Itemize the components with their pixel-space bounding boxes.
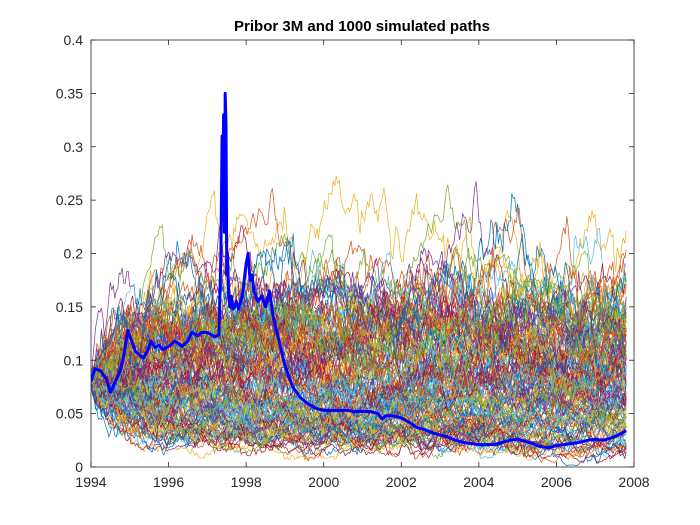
x-tick-label: 1998 <box>231 474 262 490</box>
y-tick-label: 0.4 <box>64 32 84 48</box>
simulated-path-line <box>91 291 627 385</box>
simulated-path-line <box>91 381 627 456</box>
pribor-series-group <box>91 91 627 450</box>
simulated-path-line <box>91 283 627 382</box>
simulated-path-line <box>91 353 627 412</box>
plot-area: 1994 1996 1998 2000 2002 2004 2006 2008 0 0.05 0.… <box>56 32 650 490</box>
x-tick-label: 1996 <box>153 474 184 490</box>
simulated-path-line <box>91 193 627 402</box>
y-tick-label: 0.25 <box>56 192 83 208</box>
simulated-path-line <box>91 381 627 464</box>
x-tick-label: 1994 <box>75 474 106 490</box>
simulated-path-line <box>91 369 627 446</box>
pribor-3m-line <box>91 91 627 450</box>
y-tick-label: 0.2 <box>64 246 84 262</box>
simulated-path-line <box>91 351 627 425</box>
chart-title: Pribor 3M and 1000 simulated paths <box>234 18 490 35</box>
simulated-path-line <box>91 223 627 382</box>
simulated-path-line <box>91 276 627 390</box>
y-tick-label: 0 <box>75 459 83 475</box>
simulated-path-line <box>91 364 627 418</box>
simulated-paths <box>91 176 627 467</box>
simulated-path-line <box>91 347 627 455</box>
x-tick-label: 2008 <box>618 474 649 490</box>
x-tick-label: 2006 <box>541 474 572 490</box>
x-tick-label: 2002 <box>386 474 417 490</box>
x-tick-label: 2000 <box>308 474 339 490</box>
simulated-path-line <box>91 373 627 427</box>
simulated-path-line <box>91 340 627 426</box>
simulated-path-line <box>91 246 627 417</box>
simulated-path-line <box>91 251 627 382</box>
y-tick-label: 0.1 <box>64 352 84 368</box>
simulated-path-line <box>91 371 627 445</box>
simulated-path-line <box>91 207 627 390</box>
x-axis-ticks: 1994 1996 1998 2000 2002 2004 2006 2008 <box>75 40 650 490</box>
simulated-path-line <box>91 240 627 418</box>
simulated-path-line <box>91 379 627 443</box>
simulated-path-line <box>91 376 627 430</box>
y-tick-label: 0.3 <box>64 139 84 155</box>
y-tick-label: 0.35 <box>56 85 83 101</box>
x-tick-label: 2004 <box>463 474 494 490</box>
y-tick-label: 0.05 <box>56 406 83 422</box>
y-axis-ticks: 0 0.05 0.1 0.15 0.2 0.25 0.3 0.35 0.4 <box>56 32 634 475</box>
y-tick-label: 0.15 <box>56 299 83 315</box>
simulated-path-line <box>91 250 627 386</box>
